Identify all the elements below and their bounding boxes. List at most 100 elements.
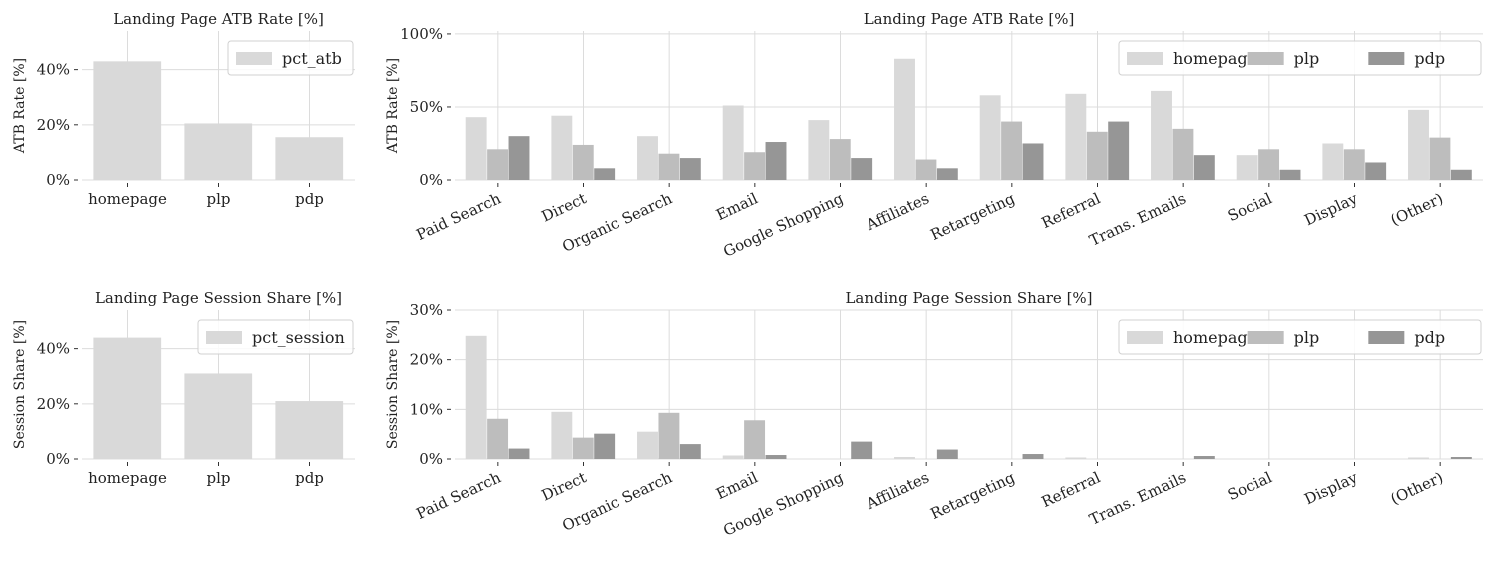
y-axis-label: Session Share [%] — [12, 320, 28, 449]
bar-plp — [1001, 121, 1023, 180]
bar-pct_atb — [275, 137, 344, 180]
y-tick-label: 40% — [37, 340, 70, 358]
x-tick-label: Retargeting — [928, 468, 1018, 523]
y-tick-label: 30% — [410, 301, 443, 319]
bar-plp — [658, 412, 680, 459]
bar-plp — [744, 420, 766, 459]
x-tick-label: homepage — [88, 190, 167, 208]
legend-swatch — [1127, 52, 1163, 65]
chart-title: Landing Page Session Share [%] — [95, 289, 342, 307]
bar-homepage — [894, 457, 915, 459]
bar-homepage — [637, 431, 658, 459]
legend: pct_atb — [227, 40, 354, 76]
x-tick-label: plp — [206, 469, 230, 487]
x-tick-label: (Other) — [1388, 468, 1446, 508]
y-tick-label: 20% — [410, 351, 443, 369]
legend-swatch — [1127, 331, 1163, 344]
x-tick-label: Direct — [539, 468, 589, 504]
bar-pdp — [1279, 169, 1301, 180]
bar-pdp — [594, 433, 616, 459]
bar-homepage — [722, 455, 744, 459]
legend-label: pct_atb — [282, 49, 342, 68]
x-tick-label: Affiliates — [862, 189, 931, 234]
bar-pdp — [508, 448, 530, 459]
bar-pdp — [851, 441, 873, 459]
bar-pdp — [679, 444, 701, 459]
y-tick-label: 50% — [410, 98, 443, 116]
y-tick-label: 20% — [37, 116, 70, 134]
legend-box — [197, 319, 354, 355]
legend-label: homepage — [1173, 49, 1257, 68]
legend: homepage plp pdp — [1118, 319, 1482, 355]
x-tick-label: pdp — [295, 469, 324, 487]
bar-homepage — [637, 136, 658, 180]
bar-pdp — [1022, 454, 1044, 459]
legend-label: pdp — [1414, 328, 1445, 347]
legend-label: homepage — [1173, 328, 1257, 347]
bar-plp — [829, 139, 851, 180]
x-tick-label: Retargeting — [928, 189, 1018, 244]
bar-plp — [1429, 137, 1451, 180]
bar-pdp — [765, 142, 787, 180]
bar-pdp — [1193, 456, 1215, 459]
bar-pdp — [1193, 155, 1215, 180]
x-tick-label: homepage — [88, 469, 167, 487]
legend-swatch — [236, 52, 272, 65]
bar-pct_atb — [184, 123, 253, 180]
y-tick-label: 10% — [410, 400, 443, 418]
legend-box — [1118, 40, 1482, 76]
bar-plp — [1343, 149, 1365, 180]
y-tick-label: 0% — [46, 171, 70, 189]
legend-label: plp — [1294, 49, 1320, 68]
bar-plp — [1172, 128, 1194, 180]
bar-homepage — [465, 335, 487, 459]
legend-box — [1118, 319, 1482, 355]
bar-homepage — [551, 115, 573, 180]
x-tick-label: Direct — [539, 189, 589, 225]
legend-label: plp — [1294, 328, 1320, 347]
bar-pdp — [1108, 121, 1130, 180]
bar-pdp — [936, 449, 958, 459]
x-tick-label: Trans. Emails — [1087, 468, 1189, 528]
y-tick-label: 0% — [46, 450, 70, 468]
bar-plp — [572, 144, 594, 180]
bar-homepage — [1408, 457, 1429, 459]
bar-pdp — [851, 158, 873, 180]
legend-swatch — [1368, 52, 1405, 65]
y-tick-label: 100% — [400, 25, 443, 43]
bar-pdp — [936, 168, 958, 180]
bar-plp — [487, 149, 509, 180]
bar-pdp — [679, 158, 701, 180]
bar-homepage — [1065, 93, 1087, 180]
bar-plp — [658, 153, 680, 180]
legend-swatch — [1368, 331, 1405, 344]
bar-pdp — [765, 455, 787, 459]
x-tick-label: Referral — [1039, 189, 1104, 232]
bar-pct_session — [275, 401, 344, 459]
x-tick-label: Email — [713, 468, 760, 503]
bar-homepage — [1322, 143, 1344, 180]
bar-pdp — [508, 136, 530, 180]
legend: pct_session — [197, 319, 354, 355]
x-tick-label: Social — [1225, 189, 1275, 225]
y-axis-label: ATB Rate [%] — [385, 58, 401, 154]
bar-plp — [744, 152, 766, 180]
bar-pct_atb — [93, 61, 162, 180]
bar-pdp — [1365, 162, 1387, 180]
x-tick-label: Display — [1302, 468, 1361, 508]
chart-title: Landing Page ATB Rate [%] — [864, 10, 1075, 28]
legend: homepage plp pdp — [1118, 40, 1482, 76]
bar-plp — [915, 159, 937, 180]
x-tick-label: Affiliates — [862, 468, 931, 513]
x-tick-label: Paid Search — [414, 468, 504, 523]
bar-plp — [572, 437, 594, 459]
y-tick-label: 20% — [37, 395, 70, 413]
legend-label: pct_session — [252, 328, 345, 347]
bar-pdp — [1450, 457, 1472, 459]
legend-label: pdp — [1414, 49, 1445, 68]
y-tick-label: 40% — [37, 61, 70, 79]
x-tick-label: Display — [1302, 189, 1361, 229]
chart-title: Landing Page Session Share [%] — [845, 289, 1092, 307]
